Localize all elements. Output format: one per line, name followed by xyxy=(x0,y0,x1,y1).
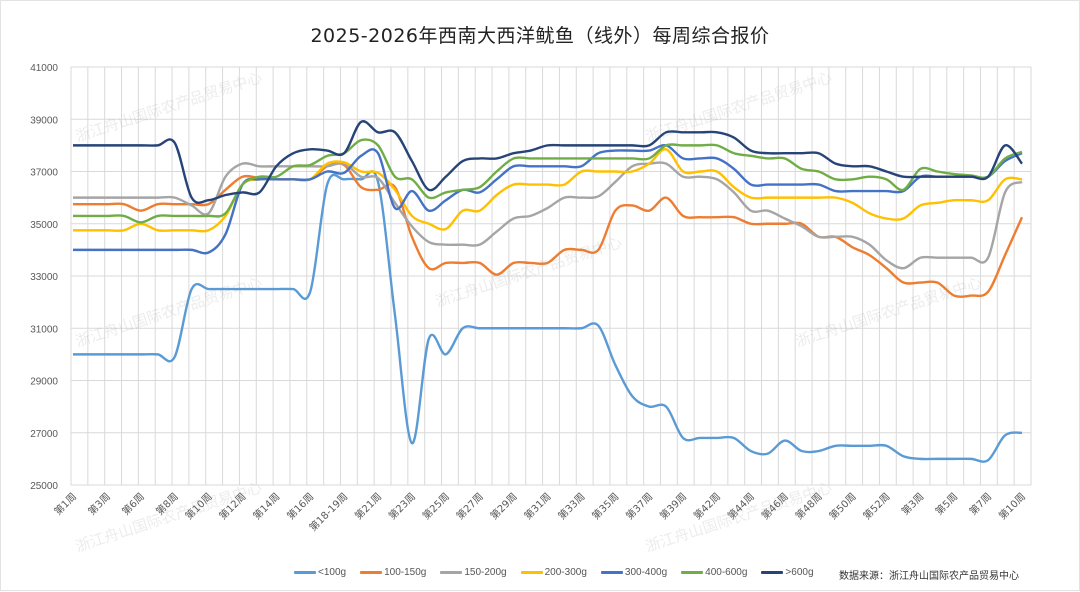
legend-item: >600g xyxy=(761,567,814,578)
grid xyxy=(70,66,1032,486)
x-tick-label: 第7周 xyxy=(966,490,994,518)
series-line--100g xyxy=(73,170,1023,463)
x-tick-label: 第52周 xyxy=(860,490,892,522)
x-tick-label: 第33周 xyxy=(555,490,587,522)
x-tick-label: 第21周 xyxy=(352,490,384,522)
x-tick-label: 第14周 xyxy=(250,490,282,522)
legend-swatch xyxy=(681,571,704,574)
y-axis: 25000 27000 29000 31000 33000 35000 37000 39000… xyxy=(30,63,58,492)
legend-item: 200-300g xyxy=(520,567,587,578)
series-line-150-200g xyxy=(72,161,1023,270)
y-tick-label: 37000 xyxy=(30,168,58,179)
y-tick-label: 29000 xyxy=(30,377,58,388)
x-tick-label: 第48周 xyxy=(792,490,824,522)
x-tick-label: 第35周 xyxy=(589,490,621,522)
legend-item: 100-150g xyxy=(360,567,426,578)
x-tick-label: 第5周 xyxy=(932,490,960,518)
legend-item: <100g xyxy=(294,567,346,578)
legend-label: 150-200g xyxy=(464,567,507,578)
x-tick-label: 第16周 xyxy=(284,490,316,522)
legend-swatch xyxy=(294,571,316,574)
x-tick-label: 第42周 xyxy=(691,490,723,522)
legend-label: <100g xyxy=(318,567,347,578)
x-tick-label: 第46周 xyxy=(759,490,791,522)
x-tick-label: 第37周 xyxy=(623,490,655,522)
x-tick-label: 第10周 xyxy=(182,490,214,522)
x-tick-label: 第10周 xyxy=(996,490,1028,522)
x-tick-label: 第8周 xyxy=(153,490,181,518)
chart-title: 2025-2026年西南大西洋鱿鱼（线外）每周综合报价 xyxy=(310,25,770,47)
x-tick-label: 第50周 xyxy=(826,490,858,522)
series-line--600g xyxy=(72,120,1023,204)
legend-item: 400-600g xyxy=(681,567,747,578)
x-tick-label: 第31周 xyxy=(521,490,553,522)
series-line-100-150g xyxy=(73,162,1024,298)
legend-swatch xyxy=(440,571,463,574)
x-axis: 第1周 第3周 第6周 第8周 第10周 第12周 第14周 第16周第18-19周 第21周第… xyxy=(51,490,1028,534)
series-line-400-600g xyxy=(73,138,1023,224)
legend-label: 400-600g xyxy=(705,567,748,578)
x-tick-label: 第12周 xyxy=(216,490,248,522)
legend-label: 100-150g xyxy=(384,567,427,578)
x-tick-label: 第39周 xyxy=(657,490,689,522)
legend-item: 300-400g xyxy=(600,567,668,578)
x-tick-label: 第1周 xyxy=(51,490,79,518)
x-tick-label: 第6周 xyxy=(119,490,147,518)
series-line-300-400g xyxy=(73,143,1023,255)
series-lines xyxy=(72,120,1024,463)
legend-label: 300-400g xyxy=(624,567,668,578)
legend-swatch xyxy=(520,571,543,574)
y-tick-label: 27000 xyxy=(30,429,58,440)
y-tick-label: 39000 xyxy=(30,115,58,126)
y-tick-label: 35000 xyxy=(30,220,58,231)
y-tick-label: 33000 xyxy=(30,272,58,283)
legend-swatch xyxy=(761,571,784,574)
y-tick-label: 31000 xyxy=(30,324,58,335)
x-tick-label: 第27周 xyxy=(453,490,485,522)
legend-swatch xyxy=(600,571,623,574)
data-source: 数据来源：浙江舟山国际农产品贸易中心 xyxy=(839,571,1019,582)
x-tick-label: 第3周 xyxy=(85,490,113,518)
legend-item: 150-200g xyxy=(440,567,507,578)
x-tick-label: 第3周 xyxy=(899,490,927,518)
legend-label: >600g xyxy=(785,567,814,578)
y-tick-label: 25000 xyxy=(30,481,58,492)
legend-swatch xyxy=(360,571,383,574)
x-tick-label: 第25周 xyxy=(420,490,452,522)
legend-label: 200-300g xyxy=(544,567,587,578)
x-tick-label: 第23周 xyxy=(386,490,418,522)
x-tick-label: 第44周 xyxy=(725,490,757,522)
y-tick-label: 41000 xyxy=(30,63,58,74)
x-tick-label: 第29周 xyxy=(487,490,519,522)
legend: <100g 100-150g 150-200g 200-300g 300-400g 400… xyxy=(294,567,814,578)
